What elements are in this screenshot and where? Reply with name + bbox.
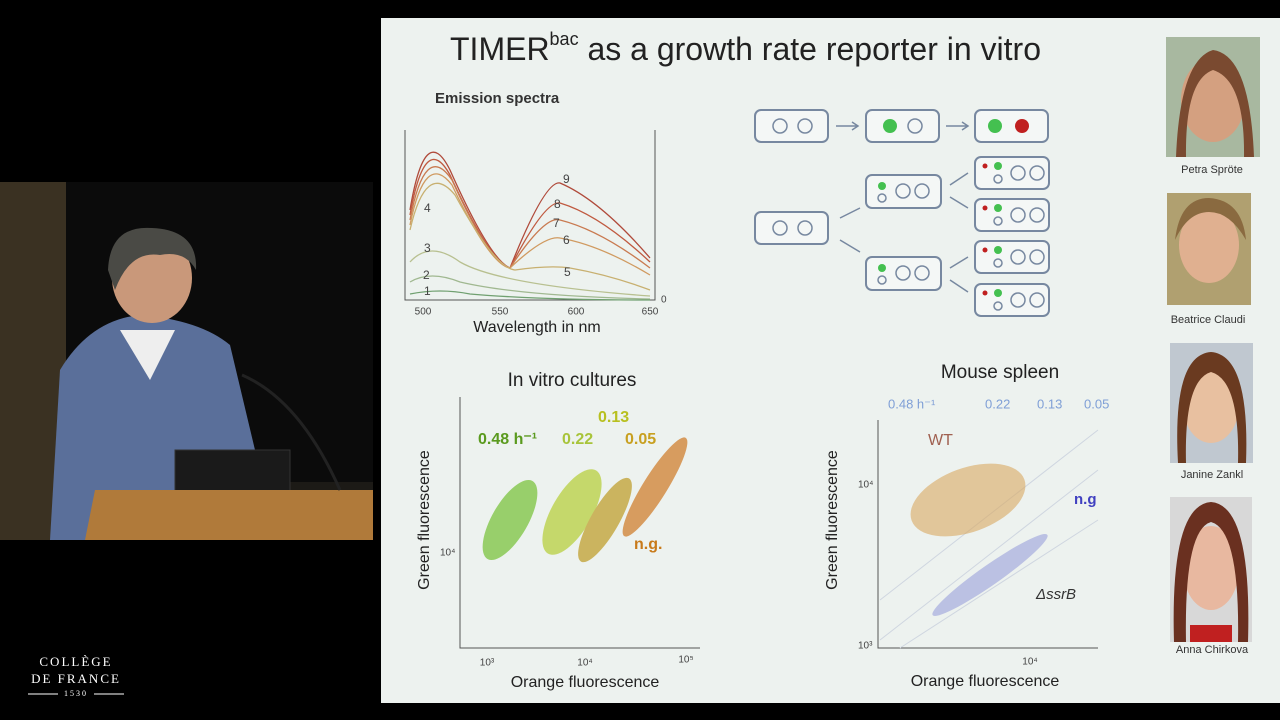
panel-title: Mouse spleen: [941, 362, 1059, 383]
axis-tick-label: 0: [661, 295, 667, 306]
title-superscript: bac: [550, 29, 579, 49]
rate-label: 0.48 h⁻¹: [888, 396, 936, 411]
rate-label: 0.05: [1084, 396, 1109, 411]
x-tick-label: 550: [492, 307, 509, 318]
y-axis-label: Green fluorescence: [416, 450, 433, 590]
curve-label: 5: [564, 265, 571, 279]
curve-label: 4: [424, 201, 431, 215]
x-tick-label: 500: [415, 307, 432, 318]
group-label: n.g: [1074, 491, 1097, 508]
group-label: WT: [928, 432, 953, 449]
x-tick-label: 10⁴: [577, 658, 592, 669]
axes: [877, 420, 1098, 649]
curve-label: 9: [563, 172, 570, 186]
group-label: ΔssrB: [1035, 586, 1076, 603]
title-text: TIMER: [450, 31, 550, 67]
scatter-clouds: [879, 429, 1099, 649]
rate-label: 0.13: [598, 409, 629, 426]
rate-label: 0.48 h⁻¹: [478, 431, 537, 448]
rate-label: 0.22: [562, 431, 593, 448]
x-tick-label: 10⁵: [678, 655, 693, 666]
title-text: as a growth rate reporter in vitro: [579, 31, 1041, 67]
curve-label: 1: [424, 284, 431, 298]
axes: [459, 397, 700, 649]
y-tick-label: 10⁴: [858, 480, 873, 491]
cell-diagram: [754, 109, 1050, 317]
portraits: [1166, 37, 1260, 642]
rate-label: 0.22: [985, 396, 1010, 411]
panel-title: Emission spectra: [435, 90, 560, 107]
slide: TIMERbac as a growth rate reporter in vi…: [381, 18, 1280, 703]
y-tick-label: 10⁴: [440, 548, 455, 559]
axes: [404, 130, 656, 301]
curve-label: 7: [553, 216, 560, 230]
rate-label: 0.05: [625, 431, 656, 448]
panel-title: In vitro cultures: [508, 370, 637, 391]
x-tick-label: 600: [568, 307, 585, 318]
speaker-video: [0, 182, 373, 540]
logo-line: DE FRANCE: [31, 671, 121, 686]
x-axis-label: Orange fluorescence: [511, 674, 660, 691]
rate-label: 0.13: [1037, 396, 1062, 411]
y-axis-label: Green fluorescence: [824, 450, 841, 590]
slide-title: TIMERbac as a growth rate reporter in vi…: [450, 29, 1041, 68]
person-name: Anna Chirkova: [1176, 644, 1249, 656]
curve-label: 6: [563, 233, 570, 247]
logo-line: COLLÈGE: [39, 654, 112, 669]
person-name: Janine Zankl: [1181, 469, 1243, 481]
person-name: Beatrice Claudi: [1171, 314, 1246, 326]
person-name: Petra Spröte: [1181, 164, 1243, 176]
ng-label: n.g.: [634, 536, 662, 553]
curve-label: 8: [554, 197, 561, 211]
x-tick-label: 650: [642, 307, 659, 318]
x-tick-label: 10³: [480, 658, 495, 669]
x-axis-label: Wavelength in nm: [473, 319, 600, 336]
curve-label: 3: [424, 241, 431, 255]
logo-year: 1530: [64, 689, 88, 698]
logo: COLLÈGE DE FRANCE 1530: [28, 654, 124, 698]
x-tick-label: 10⁴: [1022, 657, 1037, 668]
spectra-curves: [409, 151, 651, 301]
scatter-clouds: [482, 437, 688, 563]
curve-label: 2: [423, 268, 430, 282]
y-tick-label: 10³: [858, 641, 873, 652]
x-axis-label: Orange fluorescence: [911, 673, 1060, 690]
